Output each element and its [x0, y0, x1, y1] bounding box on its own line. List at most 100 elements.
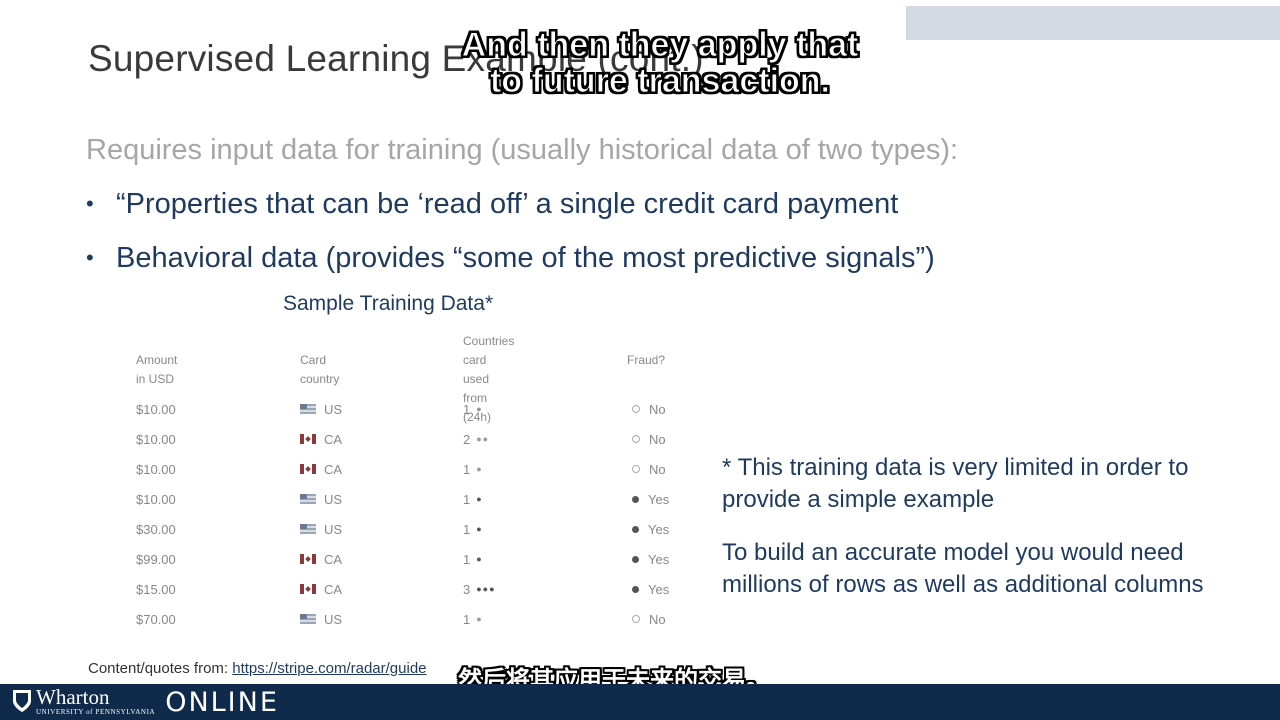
note-accurate-model: To build an accurate model you would nee…	[722, 539, 1204, 598]
globe-icon: ●●●	[476, 584, 496, 594]
logo-text: Wharton UNIVERSITY of PENNSYLVANIA	[36, 686, 155, 716]
cell-card-country: CA	[300, 459, 342, 479]
countries-count: 1	[463, 521, 471, 537]
cell-card-country: CA	[300, 429, 342, 449]
header-amount: Amount in USD	[136, 353, 178, 386]
cell-fraud: No	[632, 609, 666, 629]
globe-icon: ●	[476, 404, 483, 414]
cell-card-country: CA	[300, 579, 342, 599]
header-countries-used-line-2: from (24h)	[463, 391, 492, 424]
table-row: $15.00 CA 3 ●●● Yes	[136, 579, 696, 599]
country-value: CA	[324, 461, 343, 477]
cell-countries-used: 1 ●	[463, 609, 483, 629]
us-flag-icon	[300, 494, 316, 504]
fraud-value: No	[649, 461, 666, 477]
table-row: $99.00 CA 1 ● Yes	[136, 549, 696, 569]
ca-flag-icon	[300, 584, 316, 594]
globe-icon: ●●	[476, 434, 490, 444]
fraud-value: Yes	[648, 551, 670, 567]
cell-countries-used: 1 ●	[463, 399, 483, 419]
cell-amount: $30.00	[136, 519, 176, 539]
cell-countries-used: 1 ●	[463, 519, 483, 539]
source-citation: Content/quotes from: https://stripe.com/…	[88, 660, 427, 677]
cell-countries-used: 1 ●	[463, 489, 483, 509]
countries-count: 1	[463, 401, 471, 417]
countries-count: 1	[463, 611, 471, 627]
cell-card-country: US	[300, 489, 342, 509]
cell-amount: $10.00	[136, 399, 176, 419]
amount-value: $10.00	[136, 431, 176, 447]
cell-fraud: No	[632, 459, 666, 479]
globe-icon: ●	[476, 524, 483, 534]
country-value: CA	[324, 581, 343, 597]
us-flag-icon	[300, 524, 316, 534]
cell-fraud: Yes	[632, 579, 669, 599]
country-value: US	[324, 491, 343, 507]
ca-flag-icon	[300, 464, 316, 474]
bullet-list: • “Properties that can be ‘read off’ a s…	[86, 186, 935, 294]
header-card-country: Card country	[300, 353, 340, 386]
countries-count: 1	[463, 461, 471, 477]
ca-flag-icon	[300, 554, 316, 564]
top-decorative-bar	[906, 6, 1280, 40]
amount-value: $10.00	[136, 491, 176, 507]
table-row: $70.00 US 1 ● No	[136, 609, 696, 629]
countries-count: 3	[463, 581, 471, 597]
fraud-status-icon	[632, 615, 640, 623]
table-row: $10.00 CA 2 ●● No	[136, 429, 696, 449]
bullet-text: “Properties that can be ‘read off’ a sin…	[116, 188, 899, 220]
cell-amount: $70.00	[136, 609, 176, 629]
amount-value: $70.00	[136, 611, 176, 627]
cell-fraud: No	[632, 429, 666, 449]
fraud-value: No	[649, 611, 666, 627]
shield-icon	[13, 690, 31, 712]
amount-value: $10.00	[136, 401, 176, 417]
fraud-status-icon	[632, 495, 639, 503]
source-link[interactable]: https://stripe.com/radar/guide	[232, 660, 427, 677]
header-countries-used: Countries card used from (24h)	[463, 332, 514, 427]
logo-name: Wharton	[36, 685, 110, 709]
fraud-status-icon	[632, 435, 640, 443]
cell-card-country: US	[300, 519, 342, 539]
country-value: CA	[324, 551, 343, 567]
note-limited-data: * This training data is very limited in …	[722, 454, 1189, 513]
cell-countries-used: 1 ●	[463, 549, 483, 569]
cell-countries-used: 3 ●●●	[463, 579, 496, 599]
bullet-item: • “Properties that can be ‘read off’ a s…	[86, 186, 935, 240]
globe-icon: ●	[476, 614, 483, 624]
bullet-icon: •	[86, 245, 94, 270]
ca-flag-icon	[300, 434, 316, 444]
fraud-status-icon	[632, 585, 639, 593]
cell-card-country: US	[300, 609, 342, 629]
source-label: Content/quotes from:	[88, 660, 229, 677]
cell-amount: $10.00	[136, 429, 176, 449]
fraud-value: Yes	[648, 491, 670, 507]
amount-value: $15.00	[136, 581, 176, 597]
countries-count: 2	[463, 431, 471, 447]
cell-fraud: Yes	[632, 549, 669, 569]
country-value: US	[324, 401, 343, 417]
fraud-status-icon	[632, 555, 639, 563]
fraud-value: No	[649, 401, 666, 417]
cell-amount: $10.00	[136, 459, 176, 479]
cell-fraud: Yes	[632, 519, 669, 539]
fraud-value: Yes	[648, 521, 670, 537]
countries-count: 1	[463, 551, 471, 567]
amount-value: $10.00	[136, 461, 176, 477]
wharton-logo: Wharton UNIVERSITY of PENNSYLVANIA ONLIN…	[12, 686, 279, 720]
cell-fraud: Yes	[632, 489, 669, 509]
country-value: US	[324, 611, 343, 627]
country-value: US	[324, 521, 343, 537]
footer-bar	[0, 684, 1280, 720]
cell-card-country: CA	[300, 549, 342, 569]
fraud-status-icon	[632, 525, 639, 533]
table-row: $30.00 US 1 ● Yes	[136, 519, 696, 539]
header-countries-used-line-1: Countries card used	[463, 334, 515, 386]
amount-value: $30.00	[136, 521, 176, 537]
us-flag-icon	[300, 404, 316, 414]
cell-amount: $99.00	[136, 549, 176, 569]
country-value: CA	[324, 431, 343, 447]
logo-online: ONLINE	[165, 687, 279, 718]
amount-value: $99.00	[136, 551, 176, 567]
globe-icon: ●	[476, 494, 483, 504]
